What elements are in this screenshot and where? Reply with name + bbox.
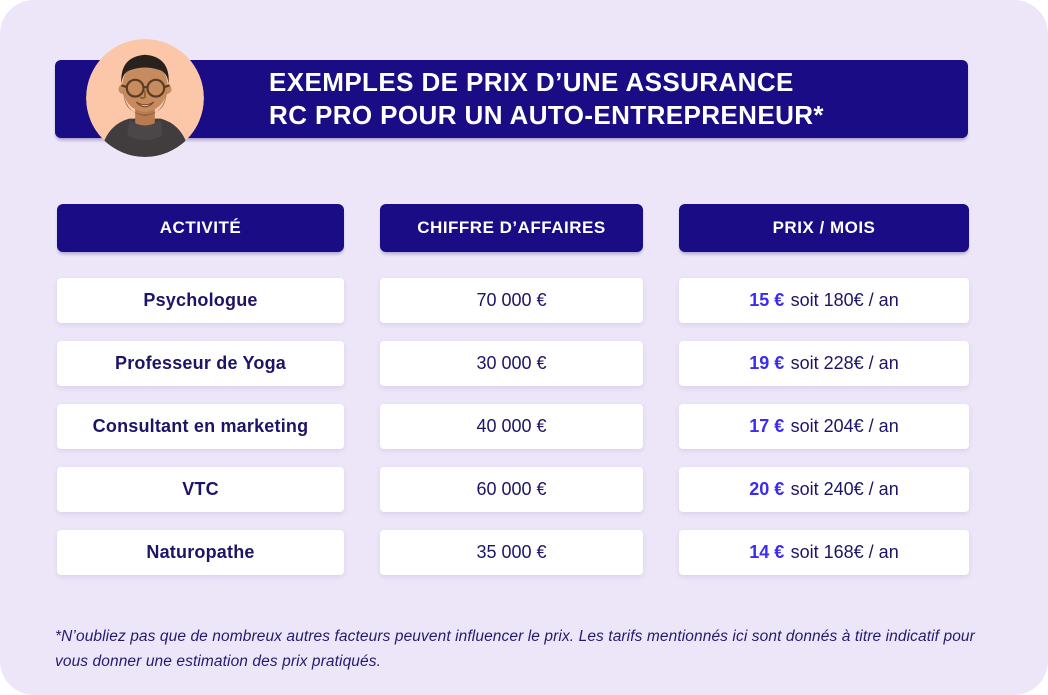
table-row: Professeur de Yoga 30 000 € 19 € soit 22… bbox=[57, 341, 970, 386]
page-title: EXEMPLES DE PRIX D’UNE ASSURANCE RC PRO … bbox=[269, 66, 824, 132]
table-row: VTC 60 000 € 20 € soit 240€ / an bbox=[57, 467, 970, 512]
activity-cell: Professeur de Yoga bbox=[57, 341, 344, 386]
price-per-month: 15 € bbox=[749, 290, 785, 310]
activity-cell: VTC bbox=[57, 467, 344, 512]
price-per-year: soit 168€ / an bbox=[790, 542, 899, 562]
activity-cell: Naturopathe bbox=[57, 530, 344, 575]
price-per-year: soit 180€ / an bbox=[790, 290, 899, 310]
price-cell: 15 € soit 180€ / an bbox=[679, 278, 969, 323]
avatar-illustration bbox=[86, 39, 204, 157]
page-title-line1: EXEMPLES DE PRIX D’UNE ASSURANCE bbox=[269, 67, 794, 97]
revenue-cell: 40 000 € bbox=[380, 404, 643, 449]
avatar bbox=[86, 39, 204, 157]
table-row: Naturopathe 35 000 € 14 € soit 168€ / an bbox=[57, 530, 970, 575]
price-per-year: soit 204€ / an bbox=[790, 416, 899, 436]
revenue-cell: 35 000 € bbox=[380, 530, 643, 575]
column-header-activity: ACTIVITÉ bbox=[57, 204, 344, 252]
table-header-row: ACTIVITÉ CHIFFRE D’AFFAIRES PRIX / MOIS bbox=[57, 204, 970, 252]
price-per-year: soit 240€ / an bbox=[790, 479, 899, 499]
table-row: Consultant en marketing 40 000 € 17 € so… bbox=[57, 404, 970, 449]
pricing-table: ACTIVITÉ CHIFFRE D’AFFAIRES PRIX / MOIS … bbox=[57, 204, 970, 575]
activity-cell: Consultant en marketing bbox=[57, 404, 344, 449]
price-cell: 17 € soit 204€ / an bbox=[679, 404, 969, 449]
revenue-cell: 30 000 € bbox=[380, 341, 643, 386]
column-header-revenue: CHIFFRE D’AFFAIRES bbox=[380, 204, 643, 252]
revenue-cell: 60 000 € bbox=[380, 467, 643, 512]
page-title-line2: RC PRO POUR UN AUTO-ENTREPRENEUR* bbox=[269, 100, 824, 130]
price-cell: 14 € soit 168€ / an bbox=[679, 530, 969, 575]
price-per-month: 19 € bbox=[749, 353, 785, 373]
table-row: Psychologue 70 000 € 15 € soit 180€ / an bbox=[57, 278, 970, 323]
revenue-cell: 70 000 € bbox=[380, 278, 643, 323]
price-cell: 20 € soit 240€ / an bbox=[679, 467, 969, 512]
activity-cell: Psychologue bbox=[57, 278, 344, 323]
price-per-month: 17 € bbox=[749, 416, 785, 436]
price-cell: 19 € soit 228€ / an bbox=[679, 341, 969, 386]
title-banner: EXEMPLES DE PRIX D’UNE ASSURANCE RC PRO … bbox=[55, 60, 968, 138]
price-per-month: 20 € bbox=[749, 479, 785, 499]
column-header-price: PRIX / MOIS bbox=[679, 204, 969, 252]
price-per-year: soit 228€ / an bbox=[790, 353, 899, 373]
table-body: Psychologue 70 000 € 15 € soit 180€ / an… bbox=[57, 278, 970, 575]
footnote: *N’oubliez pas que de nombreux autres fa… bbox=[55, 628, 975, 671]
price-per-month: 14 € bbox=[749, 542, 785, 562]
